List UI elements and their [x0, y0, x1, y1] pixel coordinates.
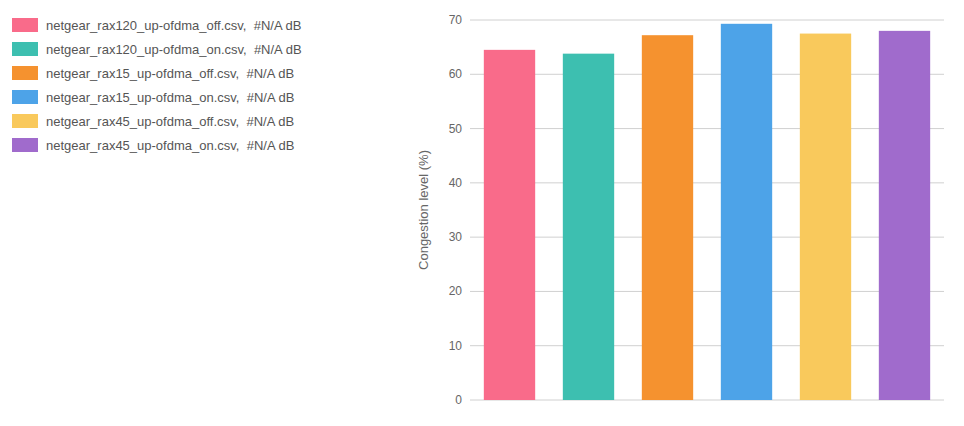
legend-swatch [12, 90, 38, 104]
legend-label: netgear_rax15_up-ofdma_off.csv, #N/A dB [46, 66, 294, 81]
legend-swatch [12, 18, 38, 32]
grid-line [470, 182, 944, 183]
bar [800, 34, 851, 400]
bar [563, 54, 614, 400]
grid-line [470, 128, 944, 129]
legend-label: netgear_rax45_up-ofdma_off.csv, #N/A dB [46, 114, 294, 129]
legend-label: netgear_rax15_up-ofdma_on.csv, #N/A dB [46, 90, 294, 105]
legend: netgear_rax120_up-ofdma_off.csv, #N/A dB… [12, 18, 302, 153]
grid-line [470, 20, 944, 21]
legend-label: netgear_rax120_up-ofdma_on.csv, #N/A dB [46, 42, 302, 57]
bar [484, 50, 535, 400]
y-tick-label: 50 [449, 122, 463, 136]
legend-label: netgear_rax45_up-ofdma_on.csv, #N/A dB [46, 138, 294, 153]
bar [642, 35, 693, 400]
y-axis-label: Congestion level (%) [416, 150, 431, 270]
y-tick-label: 0 [455, 393, 462, 407]
bar [721, 24, 772, 400]
y-tick-label: 40 [449, 176, 463, 190]
bars [484, 24, 930, 400]
legend-swatch [12, 42, 38, 56]
y-tick-label: 60 [449, 67, 463, 81]
grid-line [470, 345, 944, 346]
y-tick-label: 20 [449, 284, 463, 298]
grid-line [470, 237, 944, 238]
chart: 0 10 20 30 40 50 60 70 Congestion level (%) netge… [0, 0, 964, 426]
grid-line [470, 400, 944, 401]
legend-swatch [12, 114, 38, 128]
legend-swatch [12, 66, 38, 80]
y-tick-label: 30 [449, 230, 463, 244]
legend-label: netgear_rax120_up-ofdma_off.csv, #N/A dB [46, 18, 301, 33]
bar [879, 31, 930, 400]
grid-line [470, 74, 944, 75]
grid-line [470, 291, 944, 292]
y-tick-label: 70 [449, 13, 463, 27]
y-tick-label: 10 [449, 339, 463, 353]
grid [470, 20, 944, 400]
legend-swatch [12, 138, 38, 152]
